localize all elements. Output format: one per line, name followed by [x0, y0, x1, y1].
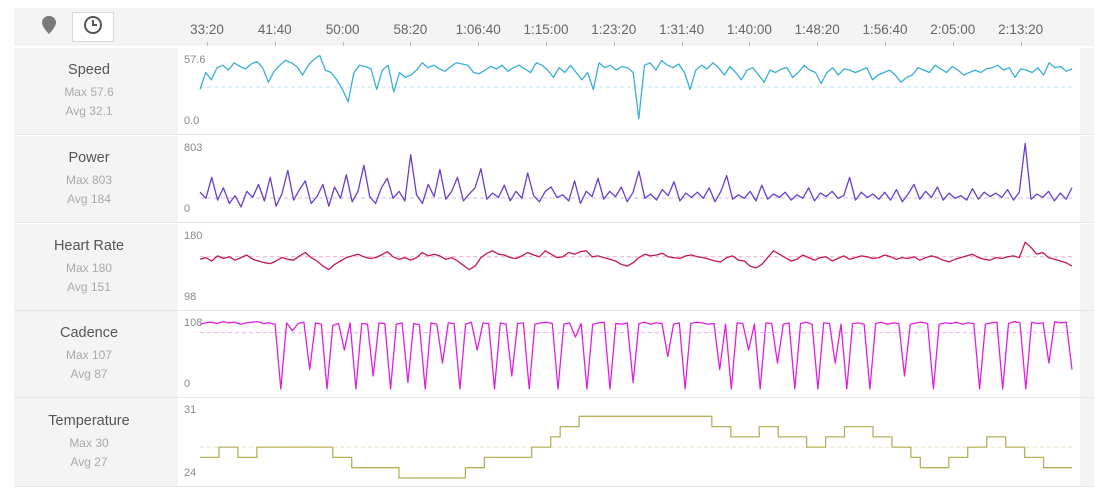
x-tick-mark	[410, 42, 412, 46]
cadence-chart-svg	[199, 320, 1073, 390]
x-tick-mark	[613, 42, 615, 46]
speed-avg: Avg 32.1	[65, 103, 113, 118]
x-tick-mark	[274, 42, 276, 46]
x-tick-label: 1:56:40	[862, 22, 908, 37]
x-tick-mark	[749, 42, 751, 46]
speed-plot[interactable]: 57.6 0.0	[164, 48, 1094, 134]
x-tick-label: 33:20	[190, 22, 224, 37]
speed-y-max-label: 57.6	[184, 54, 206, 66]
x-tick-label: 41:40	[257, 22, 292, 37]
power-label-panel: Power Max 803 Avg 184	[14, 136, 164, 222]
heart-rate-title: Heart Rate	[53, 237, 125, 254]
heart-rate-y-min-label: 98	[184, 291, 197, 303]
speed-label-panel: Speed Max 57.6 Avg 32.1	[14, 48, 164, 134]
temperature-series-line	[200, 415, 1072, 479]
cadence-max: Max 107	[65, 347, 113, 362]
heart-rate-plot-area[interactable]: 180 98	[178, 224, 1080, 310]
row-separator	[14, 222, 1094, 223]
power-plot-area[interactable]: 803 0	[178, 136, 1080, 222]
x-tick-label: 50:00	[325, 22, 360, 37]
speed-max: Max 57.6	[64, 84, 114, 99]
speed-row: Speed Max 57.6 Avg 32.1 57.6 0.0	[14, 48, 1094, 134]
temperature-title: Temperature	[48, 412, 130, 429]
power-title: Power	[68, 149, 110, 166]
power-avg: Avg 184	[67, 191, 111, 206]
temperature-chart-svg	[200, 415, 1072, 479]
x-tick-mark	[546, 42, 547, 46]
temperature-row: Temperature Max 30 Avg 27 31 24	[14, 398, 1094, 486]
power-row: Power Max 803 Avg 184 803 0	[14, 136, 1094, 222]
row-separator	[14, 397, 1094, 398]
row-separator	[14, 486, 1094, 487]
chart-toolbar: 33:20 41:40 50:00 58:20 1:06:40 1:15:00 1:23:2…	[14, 8, 1094, 46]
cadence-y-max-label: 108	[184, 317, 203, 329]
clock-icon	[83, 15, 103, 40]
heart-rate-row: Heart Rate Max 180 Avg 151 180 98	[14, 224, 1094, 310]
power-max: Max 803	[65, 172, 113, 187]
cadence-plot-area[interactable]: 108 0	[178, 311, 1080, 397]
heart-rate-chart-svg	[199, 241, 1073, 271]
temperature-y-min-label: 24	[184, 467, 197, 479]
speed-series-line	[199, 54, 1073, 120]
cadence-row: Cadence Max 107 Avg 87 108 0	[14, 311, 1094, 397]
row-separator	[14, 310, 1094, 311]
speed-plot-area[interactable]: 57.6 0.0	[178, 48, 1080, 134]
x-tick-label: 1:48:20	[794, 22, 840, 37]
x-tick-label: 2:05:00	[930, 22, 976, 37]
power-series-line	[199, 142, 1073, 208]
time-view-button[interactable]	[72, 12, 114, 42]
x-tick-mark	[681, 42, 683, 46]
x-tick-mark	[342, 42, 344, 46]
x-axis-ticks: 33:20 41:40 50:00 58:20 1:06:40 1:15:00 1:23:2…	[14, 8, 1094, 46]
x-tick-mark	[885, 42, 886, 46]
x-tick-label: 58:20	[393, 22, 428, 37]
temperature-plot[interactable]: 31 24	[164, 398, 1094, 486]
row-separator	[14, 134, 1094, 135]
cadence-y-min-label: 0	[184, 378, 191, 390]
map-pin-icon	[41, 15, 57, 40]
power-plot[interactable]: 803 0	[164, 136, 1094, 222]
x-tick-label: 1:23:20	[591, 22, 637, 37]
power-y-min-label: 0	[184, 203, 191, 215]
cadence-series-line	[199, 320, 1073, 390]
speed-title: Speed	[68, 61, 110, 78]
cadence-plot[interactable]: 108 0	[164, 311, 1094, 397]
heart-rate-plot[interactable]: 180 98	[164, 224, 1094, 310]
x-tick-label: 1:40:00	[726, 22, 772, 37]
x-tick-mark	[207, 42, 208, 46]
x-tick-label: 2:13:20	[998, 22, 1044, 37]
heart-rate-max: Max 180	[65, 260, 113, 275]
x-tick-mark	[817, 42, 819, 46]
map-view-button[interactable]	[28, 12, 70, 42]
cadence-title: Cadence	[59, 324, 119, 341]
speed-chart-svg	[199, 54, 1073, 120]
heart-rate-series-line	[199, 241, 1073, 271]
speed-y-min-label: 0.0	[184, 115, 200, 127]
x-tick-label: 1:31:40	[659, 22, 705, 37]
temperature-avg: Avg 27	[70, 454, 108, 469]
temperature-plot-area[interactable]: 31 24	[178, 398, 1080, 486]
heart-rate-y-max-label: 180	[184, 230, 203, 242]
power-chart-svg	[199, 142, 1073, 208]
temperature-y-max-label: 31	[184, 404, 197, 416]
heart-rate-avg: Avg 151	[67, 279, 111, 294]
cadence-label-panel: Cadence Max 107 Avg 87	[14, 311, 164, 397]
power-y-max-label: 803	[184, 142, 203, 154]
temperature-label-panel: Temperature Max 30 Avg 27	[14, 398, 164, 486]
x-tick-mark	[952, 42, 954, 46]
cadence-avg: Avg 87	[70, 366, 108, 381]
temperature-max: Max 30	[69, 435, 109, 450]
x-tick-mark	[1020, 42, 1022, 46]
x-tick-mark	[478, 42, 480, 46]
x-tick-label: 1:15:00	[523, 22, 569, 37]
x-tick-label: 1:06:40	[455, 22, 501, 37]
heart-rate-label-panel: Heart Rate Max 180 Avg 151	[14, 224, 164, 310]
